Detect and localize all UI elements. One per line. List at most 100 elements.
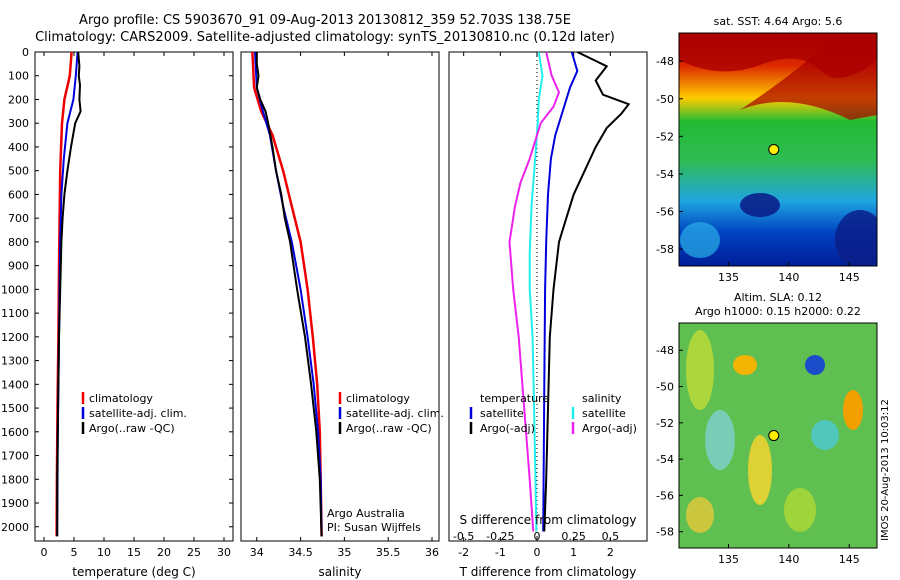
sla-patch [811, 420, 839, 450]
salinity-x-axis: 34 34.5 35 35.5 36 [250, 52, 439, 559]
series-line-satellite-adj-clim- [254, 52, 323, 537]
depth-tick-label: 700 [8, 212, 29, 225]
s-tick-label: -0.25 [486, 530, 514, 543]
lat-tick-label: -58 [656, 526, 674, 539]
x-tick-label: 2 [607, 546, 614, 559]
lat-tick-label: -54 [656, 453, 674, 466]
depth-tick-label: 1400 [1, 378, 29, 391]
sla-map-subtitle: Argo h1000: 0.15 h2000: 0.22 [695, 305, 861, 318]
temperature-lines [55, 52, 82, 537]
lat-tick-label: -50 [656, 381, 674, 394]
lon-tick-label: 140 [778, 553, 799, 566]
sla-patch [784, 488, 816, 532]
depth-tick-label: 1700 [1, 450, 29, 463]
x-tick-label: 25 [187, 546, 201, 559]
legend-label-argo: Argo(..raw -QC) [89, 422, 175, 435]
argo-position-marker [768, 430, 780, 442]
lat-tick-label: -58 [656, 243, 674, 256]
argo-position-marker [768, 144, 780, 156]
x-tick-label: 0 [534, 546, 541, 559]
temperature-legend: climatology satellite-adj. clim. Argo(..… [81, 392, 187, 435]
series-line-temperature-satellite [542, 52, 579, 532]
sla-map-axes: 135 140 145 -48 -50 -52 -54 -56 -58 [656, 344, 860, 566]
x-tick-label: 30 [217, 546, 231, 559]
legend-label-satellite: satellite-adj. clim. [346, 407, 444, 420]
lat-tick-label: -48 [656, 55, 674, 68]
s-tick-label: 0.5 [602, 530, 620, 543]
depth-tick-label: 1200 [1, 331, 29, 344]
legend-label-s-satellite: satellite [582, 407, 626, 420]
salinity-xlabel: salinity [318, 565, 361, 579]
salinity-plot-frame [240, 51, 440, 542]
sst-warm-patch [740, 33, 877, 120]
lat-tick-label: -56 [656, 489, 674, 502]
sla-map-title: Altim. SLA: 0.12 [733, 291, 823, 304]
x-tick-label: 20 [157, 546, 171, 559]
legend-label-climatology: climatology [89, 392, 153, 405]
salinity-panel: 34 34.5 35 35.5 36 salinity climatology sate… [240, 51, 444, 579]
sla-patch [686, 497, 714, 533]
sst-cold-patch [835, 210, 877, 266]
sla-high-patch [843, 390, 863, 430]
series-line-argo-raw-qc- [56, 52, 82, 537]
s-tick-label: 0 [534, 530, 541, 543]
legend-title-temperature: temperature [480, 392, 549, 405]
salinity-lines [251, 52, 323, 537]
sst-map-frame [678, 32, 878, 267]
sla-patch [705, 410, 735, 470]
x-tick-label: 35.5 [376, 546, 401, 559]
sla-low-patch [805, 355, 825, 375]
lon-tick-label: 140 [778, 271, 799, 284]
series-line-climatology [251, 52, 323, 537]
depth-tick-label: 600 [8, 188, 29, 201]
pi-note: PI: Susan Wijffels [327, 521, 421, 534]
depth-tick-label: 400 [8, 141, 29, 154]
imos-stamp: IMOS 20-Aug-2013 10:03:12 [880, 399, 891, 541]
legend-label-t-satellite: satellite [480, 407, 524, 420]
x-tick-label: 1 [570, 546, 577, 559]
difference-lines [508, 52, 631, 541]
depth-tick-label: 500 [8, 165, 29, 178]
difference-legend: temperature satellite Argo(-adj) salinit… [469, 392, 637, 435]
x-tick-label: 34.5 [288, 546, 313, 559]
sla-high-patch [733, 355, 757, 375]
depth-tick-label: 800 [8, 236, 29, 249]
sst-cool-patch [680, 222, 720, 258]
figure-title-line2: Climatology: CARS2009. Satellite-adjuste… [35, 30, 615, 45]
s-tick-label: 0.25 [561, 530, 586, 543]
sst-map-title: sat. SST: 4.64 Argo: 5.6 [713, 15, 843, 28]
sst-cold-patch [740, 193, 780, 217]
legend-label-satellite: satellite-adj. clim. [89, 407, 187, 420]
sla-patch [748, 435, 772, 505]
depth-tick-label: 1000 [1, 283, 29, 296]
series-line-salinity-satellite [528, 52, 544, 532]
depth-tick-label: 300 [8, 117, 29, 130]
legend-label-s-argo: Argo(-adj) [582, 422, 637, 435]
sla-patch [686, 330, 714, 410]
temperature-panel: 0100200300400500600700800900100011001200… [1, 46, 647, 579]
sla-map: 135 140 145 -48 -50 -52 -54 -56 -58 [656, 322, 878, 566]
depth-tick-label: 100 [8, 70, 29, 83]
x-tick-label: -1 [495, 546, 506, 559]
depth-tick-label: 1500 [1, 402, 29, 415]
depth-tick-label: 200 [8, 93, 29, 106]
sla-map-frame [678, 322, 878, 549]
depth-tick-label: 1800 [1, 473, 29, 486]
depth-tick-label: 1600 [1, 426, 29, 439]
depth-tick-label: 1900 [1, 497, 29, 510]
lon-tick-label: 145 [839, 271, 860, 284]
lat-tick-label: -56 [656, 206, 674, 219]
series-line-salinity-argo-adj- [508, 52, 561, 532]
figure-title-line1: Argo profile: CS 5903670_91 09-Aug-2013 … [79, 13, 571, 28]
lon-tick-label: 135 [718, 553, 739, 566]
series-line-temperature-argo-adj- [543, 52, 631, 532]
lat-tick-label: -50 [656, 93, 674, 106]
legend-label-t-argo: Argo(-adj) [480, 422, 535, 435]
x-tick-label: 34 [250, 546, 264, 559]
temperature-x-axis: 0 5 10 15 20 25 30 [41, 52, 231, 559]
sst-map-axes: 135 140 145 -48 -50 -52 -54 -56 -58 [656, 55, 860, 284]
depth-tick-label: 1300 [1, 355, 29, 368]
depth-tick-label: 900 [8, 260, 29, 273]
legend-label-argo: Argo(..raw -QC) [346, 422, 432, 435]
